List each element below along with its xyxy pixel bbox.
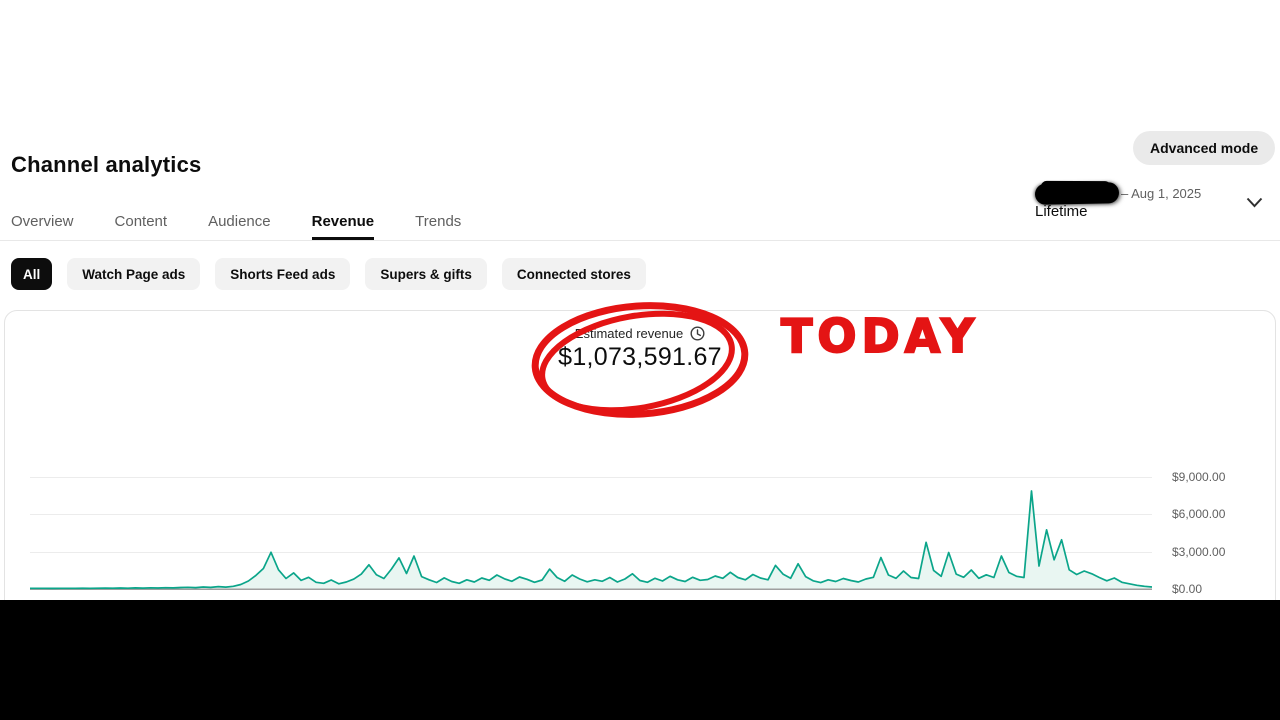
- y-axis-tick: $6,000.00: [1172, 507, 1226, 521]
- chevron-down-icon[interactable]: [1246, 197, 1263, 209]
- chip-watch-page-ads[interactable]: Watch Page ads: [67, 258, 201, 290]
- chip-all[interactable]: All: [11, 258, 53, 290]
- y-axis-tick: $3,000.00: [1172, 545, 1226, 559]
- analytics-tabs: Overview Content Audience Revenue Trends: [11, 206, 502, 240]
- clock-icon: [690, 326, 705, 341]
- metric-header[interactable]: Estimated revenue: [0, 326, 1280, 341]
- tab-audience[interactable]: Audience: [208, 213, 271, 230]
- header-divider: [0, 240, 1280, 241]
- bottom-letterbox: [0, 600, 1280, 720]
- tab-revenue[interactable]: Revenue: [311, 206, 375, 240]
- chip-shorts-feed-ads[interactable]: Shorts Feed ads: [215, 258, 351, 290]
- tab-trends[interactable]: Trends: [415, 213, 462, 230]
- tab-content[interactable]: Content: [114, 213, 168, 230]
- date-range-text: – Aug 1, 2025: [1121, 185, 1202, 201]
- revenue-filter-chips: All Watch Page ads Shorts Feed ads Super…: [11, 258, 646, 290]
- tab-overview[interactable]: Overview: [11, 213, 74, 230]
- metric-value: $1,073,591.67: [558, 343, 722, 371]
- chip-supers-gifts[interactable]: Supers & gifts: [365, 258, 487, 290]
- gridline-9000: [30, 477, 1152, 478]
- chart-baseline: [30, 588, 1152, 590]
- y-axis-tick: $9,000.00: [1172, 470, 1226, 484]
- page-title: Channel analytics: [11, 151, 202, 177]
- date-range-row[interactable]: – Aug 1, 2025: [1034, 181, 1201, 205]
- gridline-6000: [30, 514, 1152, 515]
- metric-label: Estimated revenue: [574, 326, 684, 341]
- chip-connected-stores[interactable]: Connected stores: [501, 258, 646, 290]
- revenue-line-chart[interactable]: [30, 455, 1152, 590]
- date-preset-label: Lifetime: [1035, 203, 1088, 220]
- advanced-mode-button[interactable]: Advanced mode: [1133, 131, 1276, 165]
- y-axis-tick: $0.00: [1172, 582, 1203, 596]
- gridline-3000: [30, 552, 1152, 553]
- redaction-scribble: [1034, 181, 1120, 205]
